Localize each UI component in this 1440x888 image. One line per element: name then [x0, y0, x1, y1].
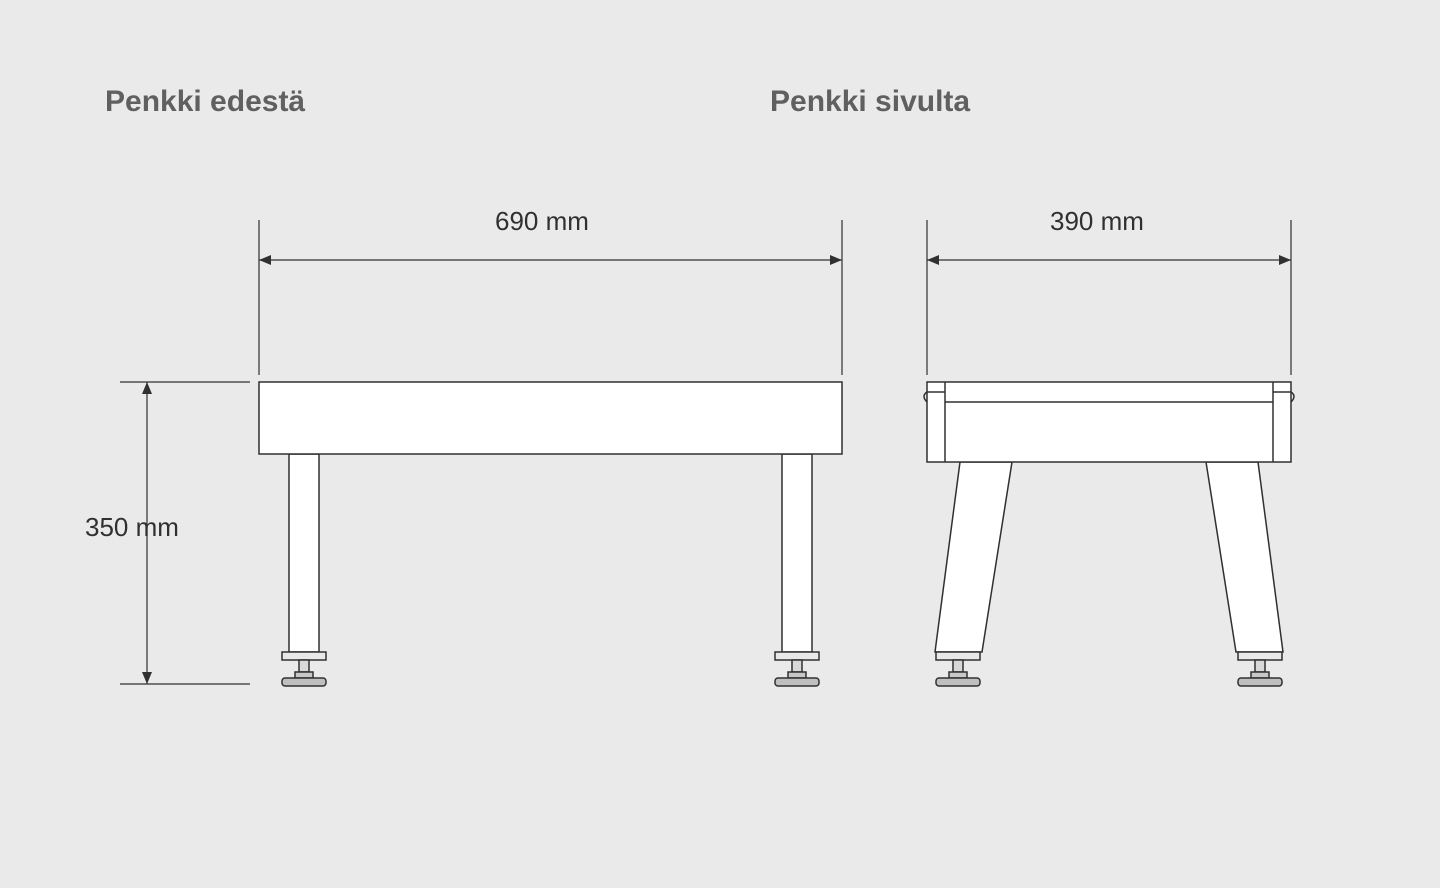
dim-height: 350 mm: [85, 512, 179, 543]
title-front: Penkki edestä: [105, 85, 305, 119]
dim-width-side: 390 mm: [1050, 206, 1144, 237]
title-side: Penkki sivulta: [770, 85, 970, 119]
dim-width-front: 690 mm: [495, 206, 589, 237]
